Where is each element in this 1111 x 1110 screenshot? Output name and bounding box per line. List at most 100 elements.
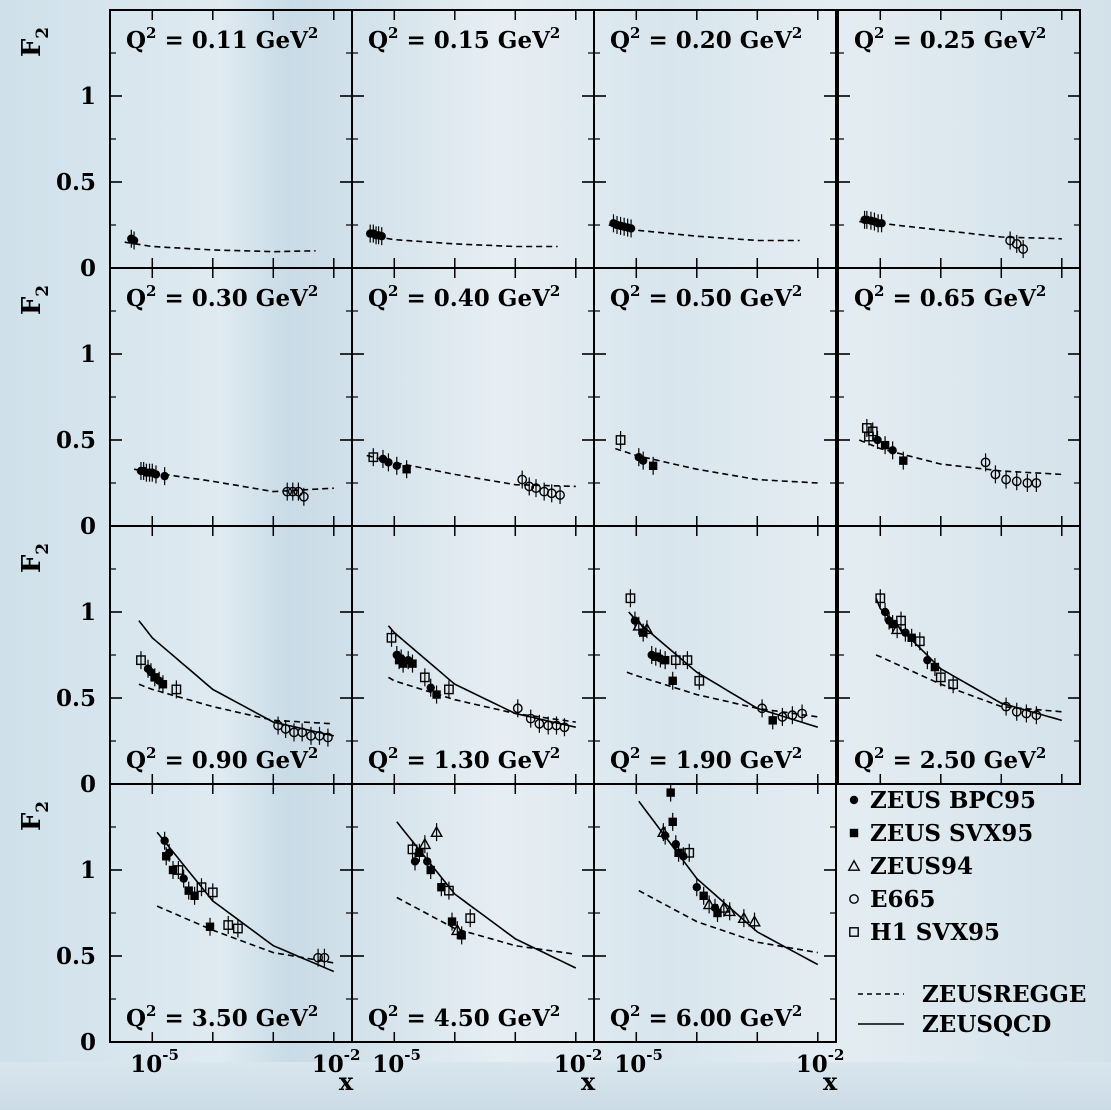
marker-zeus-svx95 [849,828,859,838]
marker-zeus-svx95 [651,652,660,661]
marker-zeus-bpc95 [888,446,897,455]
marker-zeus-svx95 [668,676,677,685]
marker-e665 [525,713,536,724]
marker-e665 [313,952,323,963]
marker-zeus94 [430,825,443,838]
chart-panel: Q2 = 0.25 GeV2 [854,24,1062,259]
marker-zeus-svx95 [699,891,708,900]
marker-zeus-svx95 [648,461,658,470]
marker-h1-svx95 [207,887,218,898]
marker-zeus94 [418,837,432,850]
y-tick-label: 1 [80,599,96,626]
marker-zeus94 [847,859,861,871]
marker-h1-svx95 [136,655,146,666]
zeusregge-curve [875,654,1062,713]
panel-plot-area [386,625,576,737]
marker-e665 [787,710,798,721]
q2-label: Q2 = 0.11 GeV2 [126,24,318,54]
marker-e665 [757,703,767,714]
chart-panel: Q2 = 0.15 GeV2 [366,24,560,248]
marker-h1-svx95 [171,684,182,695]
marker-e665 [1011,706,1022,717]
marker-zeus-bpc95 [873,435,882,445]
marker-zeus-svx95 [408,659,417,668]
marker-e665 [287,486,298,497]
legend-item-label: ZEUS BPC95 [870,787,1036,814]
zeusregge-curve [615,447,818,484]
page-background-strip [0,1062,1111,1110]
marker-e665 [797,708,807,719]
marker-h1-svx95 [625,593,636,604]
zeusregge-curve [388,676,576,723]
marker-h1-svx95 [896,615,906,626]
marker-zeus-bpc95 [626,224,636,233]
marker-h1-svx95 [875,593,886,604]
marker-e665 [298,491,309,502]
marker-zeus-bpc95 [426,683,435,692]
y-axis-label: F2 [17,801,53,831]
marker-zeus-bpc95 [410,857,420,866]
marker-zeus-bpc95 [160,471,169,481]
marker-zeus-svx95 [674,848,683,857]
marker-e665 [282,486,293,497]
x-tick-label: 10-2 [554,1046,603,1078]
x-tick-label: 10-5 [130,1046,179,1078]
marker-h1-svx95 [465,913,476,924]
zeusregge-curve [626,671,818,718]
marker-zeus94 [890,622,904,635]
marker-zeus-svx95 [415,848,424,857]
marker-e665 [319,952,330,963]
marker-zeus94 [632,619,646,631]
marker-zeus-bpc95 [423,857,432,866]
x-tick-label: 10-2 [796,1046,845,1078]
q2-label: Q2 = 0.30 GeV2 [126,282,318,312]
marker-e665 [293,486,304,497]
marker-zeus-svx95 [150,673,159,682]
marker-zeus94 [737,911,751,924]
marker-zeus-bpc95 [384,458,393,467]
marker-h1-svx95 [914,636,925,647]
q2-label: Q2 = 0.20 GeV2 [610,24,802,54]
chart-panel: Q2 = 0.40 GeV2 [366,282,576,505]
chart-panel: Q2 = 0.30 GeV2 [126,282,334,506]
legend: ZEUS BPC95 ZEUS SVX95 ZEUS94 E665 H1 SVX95 ZE… [847,787,1086,1038]
marker-zeus-svx95 [447,917,457,926]
marker-zeus-bpc95 [377,231,386,241]
zeusregge-curve [366,234,558,248]
marker-zeus-svx95 [437,883,446,892]
y-tick-label: 0 [80,255,96,282]
marker-zeus-bpc95 [179,874,188,883]
zeusqcd-curve [138,620,334,737]
x-tick-label: 10-2 [312,1046,361,1078]
marker-h1-svx95 [615,435,626,445]
marker-zeus-bpc95 [392,461,401,470]
panel-plot-area [366,448,576,505]
marker-zeus-svx95 [205,922,215,931]
marker-h1-svx95 [849,927,859,937]
chart-panel: Q2 = 0.50 GeV2 [610,282,818,484]
marker-e665 [1001,474,1011,485]
chart-panel: Q2 = 1.30 GeV2 [368,625,576,774]
panel-plot-area [366,224,558,248]
y-tick-label: 0.5 [56,427,96,454]
chart-panel: Q2 = 4.50 GeV2 [368,821,577,1032]
marker-zeus-svx95 [402,465,411,474]
marker-zeus-bpc95 [692,883,701,892]
marker-zeus-svx95 [768,716,777,725]
zeusqcd-curve [156,831,335,973]
marker-e665 [1018,244,1029,254]
zeusregge-curve [638,889,818,954]
marker-e665 [849,894,859,904]
marker-h1-svx95 [444,885,454,896]
marker-zeus-bpc95 [877,219,886,228]
marker-e665 [1021,708,1032,719]
marker-h1-svx95 [444,684,454,695]
marker-zeus94 [723,904,737,917]
y-tick-label: 0.5 [56,685,96,712]
zeusregge-curve [124,241,316,253]
q2-label: Q2 = 0.50 GeV2 [610,282,802,312]
chart-panel: Q2 = 0.11 GeV2 [124,24,318,253]
marker-h1-svx95 [670,655,681,666]
chart-panel: Q2 = 6.00 GeV2 [610,784,819,1032]
chart-panel: Q2 = 0.90 GeV2 [126,620,334,774]
